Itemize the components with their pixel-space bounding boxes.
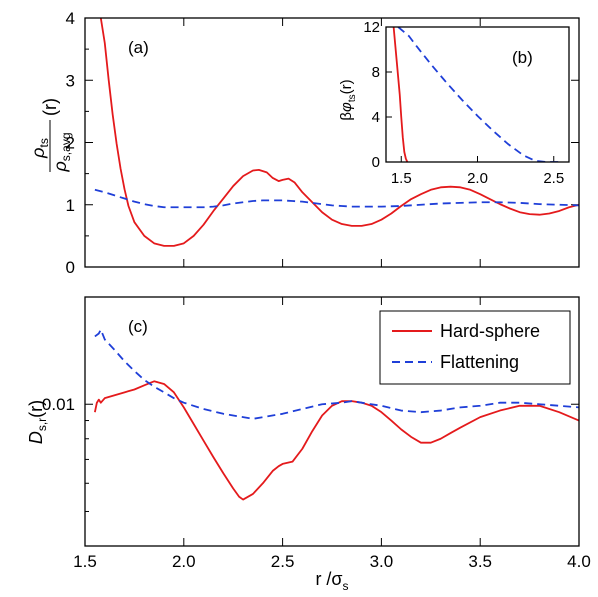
panel-c: 1.5 2.0 2.5 3.0 3.5 4.00.01 (c) Ds,r(r) r /σs… <box>26 296 591 593</box>
panel-a-series-flattening <box>94 188 579 209</box>
ylabel-c-sub: s,r <box>35 418 49 431</box>
panel-b-series-hard-sphere <box>392 27 409 162</box>
legend-box <box>379 310 571 385</box>
ylabel-b-prefix: β <box>338 112 355 121</box>
panel-b-series-flattening <box>397 27 562 162</box>
panel-b-xtick-label: 2.0 <box>467 170 488 187</box>
ylabel-a-den-sub: s,avg <box>59 133 73 162</box>
panel-b-ytick-label: 4 <box>372 109 380 126</box>
panel-c-ylabel: Ds,r(r) <box>26 400 49 444</box>
ylabel-c-main: D <box>26 431 46 444</box>
panel-c-label: (c) <box>128 317 148 336</box>
ylabel-a-num-sub: ts <box>37 138 51 147</box>
legend: Hard-sphere Flattening <box>379 310 571 385</box>
panel-a-series-hard-sphere <box>99 18 579 247</box>
panel-a-frame <box>84 17 580 268</box>
ylabel-b-sub: ts <box>347 94 358 102</box>
panel-a-ylabel: ρts ρs,avg (r) <box>28 98 73 172</box>
panel-b-background <box>386 27 569 162</box>
panel-a-ytick-label: 3 <box>66 71 75 90</box>
panel-b-ytick-label: 0 <box>372 154 380 171</box>
svg-text:Ds,r(r): Ds,r(r) <box>26 400 49 444</box>
panel-b-label: (b) <box>512 48 533 67</box>
ylabel-a-num-main: ρ <box>28 148 48 159</box>
ylabel-a-den-main: ρ <box>50 161 70 172</box>
legend-label-flattening: Flattening <box>440 352 519 372</box>
svg-text:ρts: ρts <box>28 138 51 159</box>
ylabel-c-arg: (r) <box>26 400 46 418</box>
panel-c-xtick-label: 4.0 <box>567 552 591 571</box>
panel-c-series-flattening <box>94 328 579 420</box>
panel-b-xtick-label: 2.5 <box>543 170 564 187</box>
panel-a-ytick-label: 1 <box>66 196 75 215</box>
svg-text:ρs,avg: ρs,avg <box>50 133 73 173</box>
panel-c-series-hard-sphere <box>93 380 579 501</box>
ylabel-b-main: φ <box>338 102 355 112</box>
panel-c-xtick-label: 2.5 <box>271 552 295 571</box>
panel-b-ytick-label: 8 <box>372 64 380 81</box>
panel-c-xtick-label: 2.0 <box>172 552 196 571</box>
panel-c-xtick-label: 3.5 <box>468 552 492 571</box>
panel-c-xtick-label: 3.0 <box>370 552 394 571</box>
panel-a-ytick-label: 2 <box>66 134 75 153</box>
panel-b-xtick-label: 1.5 <box>391 170 412 187</box>
panel-a-ytick-label: 4 <box>66 9 75 28</box>
panel-c-frame <box>84 296 580 547</box>
panel-b-ytick-label: 12 <box>363 19 380 36</box>
panel-c-ytick-label: 0.01 <box>42 395 75 414</box>
panel-b-ylabel: βφts(r) <box>338 79 358 120</box>
panel-b-frame <box>385 26 570 163</box>
panel-c-xtick-label: 1.5 <box>73 552 97 571</box>
panel-a-label: (a) <box>128 38 149 57</box>
xlabel-c-main: r /σ <box>315 569 342 589</box>
svg-text:βφts(r): βφts(r) <box>338 79 358 120</box>
panel-a-ytick-label: 0 <box>66 258 75 277</box>
ylabel-b-arg: (r) <box>338 79 355 94</box>
xlabel-c-sub: s <box>343 579 349 593</box>
panel-b-inset: 0 4 8 12 1.5 2.0 2.5 (b) βφts(r) <box>338 19 570 187</box>
ylabel-a-arg: (r) <box>40 98 60 116</box>
xlabel-c: r /σs <box>315 569 348 593</box>
legend-label-hard-sphere: Hard-sphere <box>440 321 540 341</box>
